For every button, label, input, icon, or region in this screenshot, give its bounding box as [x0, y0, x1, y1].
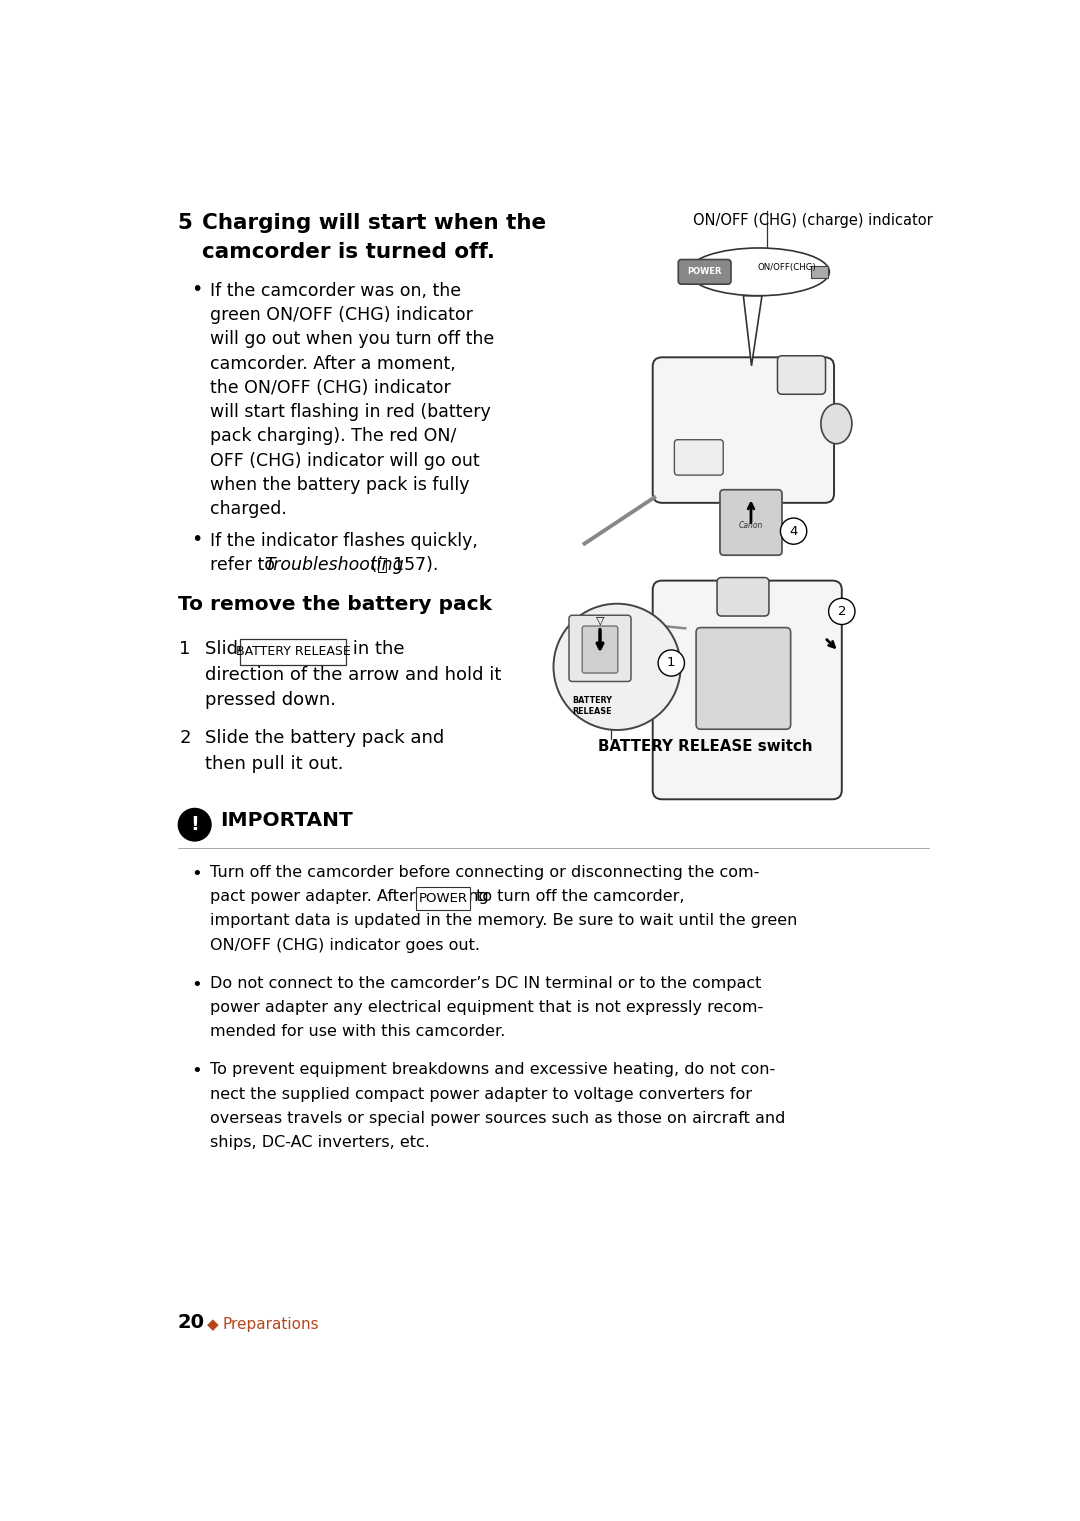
Text: •: • [191, 975, 202, 993]
Text: If the camcorder was on, the: If the camcorder was on, the [211, 281, 461, 300]
Text: Charging will start when the: Charging will start when the [202, 213, 546, 233]
Text: Do not connect to the camcorder’s DC IN terminal or to the compact: Do not connect to the camcorder’s DC IN … [211, 975, 761, 990]
Text: pact power adapter. After pressing: pact power adapter. After pressing [211, 888, 489, 903]
FancyBboxPatch shape [778, 356, 825, 394]
Circle shape [781, 519, 807, 545]
Text: camcorder is turned off.: camcorder is turned off. [202, 242, 496, 262]
Text: 5: 5 [177, 213, 192, 233]
Text: (⧉ 157).: (⧉ 157). [365, 557, 438, 575]
FancyBboxPatch shape [569, 616, 631, 681]
Text: If the indicator flashes quickly,: If the indicator flashes quickly, [211, 532, 478, 551]
Text: ON/OFF(CHG): ON/OFF(CHG) [757, 263, 816, 272]
Text: ▽: ▽ [596, 616, 604, 625]
FancyBboxPatch shape [652, 357, 834, 503]
Text: IMPORTANT: IMPORTANT [220, 811, 353, 830]
Text: To prevent equipment breakdowns and excessive heating, do not con-: To prevent equipment breakdowns and exce… [211, 1062, 775, 1077]
Text: BATTERY: BATTERY [572, 697, 612, 706]
Circle shape [828, 598, 855, 625]
Text: Canon: Canon [739, 520, 764, 529]
FancyBboxPatch shape [678, 260, 731, 284]
Ellipse shape [688, 248, 829, 295]
Text: •: • [191, 280, 203, 298]
Text: 2: 2 [179, 729, 191, 747]
Circle shape [554, 604, 680, 730]
Circle shape [658, 649, 685, 677]
Text: 20: 20 [177, 1313, 204, 1332]
Text: •: • [191, 865, 202, 882]
Text: 1: 1 [179, 640, 190, 659]
Text: when the battery pack is fully: when the battery pack is fully [211, 476, 470, 494]
Text: 1: 1 [667, 657, 676, 669]
Text: To remove the battery pack: To remove the battery pack [177, 595, 491, 614]
Text: will go out when you turn off the: will go out when you turn off the [211, 330, 495, 348]
Text: the ON/OFF (CHG) indicator: the ON/OFF (CHG) indicator [211, 379, 451, 397]
FancyBboxPatch shape [717, 578, 769, 616]
Text: •: • [191, 1062, 202, 1080]
Text: BATTERY RELEASE: BATTERY RELEASE [235, 645, 351, 659]
Text: Slide: Slide [205, 640, 255, 659]
Text: mended for use with this camcorder.: mended for use with this camcorder. [211, 1024, 505, 1039]
Text: overseas travels or special power sources such as those on aircraft and: overseas travels or special power source… [211, 1110, 785, 1126]
Text: ships, DC-AC inverters, etc.: ships, DC-AC inverters, etc. [211, 1135, 430, 1150]
FancyBboxPatch shape [697, 628, 791, 729]
Circle shape [177, 808, 212, 841]
Text: to turn off the camcorder,: to turn off the camcorder, [471, 888, 684, 903]
Text: OFF (CHG) indicator will go out: OFF (CHG) indicator will go out [211, 452, 480, 470]
Text: 2: 2 [838, 605, 846, 618]
Text: green ON/OFF (CHG) indicator: green ON/OFF (CHG) indicator [211, 306, 473, 324]
Text: !: ! [190, 815, 199, 834]
Text: then pull it out.: then pull it out. [205, 754, 343, 773]
Text: •: • [191, 529, 203, 549]
Text: 4: 4 [789, 525, 798, 537]
Text: important data is updated in the memory. Be sure to wait until the green: important data is updated in the memory.… [211, 913, 797, 928]
Text: ON/OFF (CHG) (charge) indicator: ON/OFF (CHG) (charge) indicator [693, 213, 933, 228]
Text: will start flashing in red (battery: will start flashing in red (battery [211, 403, 491, 421]
Text: charged.: charged. [211, 500, 287, 519]
Ellipse shape [821, 403, 852, 444]
FancyBboxPatch shape [720, 490, 782, 555]
Text: in the: in the [347, 640, 404, 659]
Text: nect the supplied compact power adapter to voltage converters for: nect the supplied compact power adapter … [211, 1086, 752, 1101]
Text: RELEASE: RELEASE [572, 707, 611, 716]
Text: ON/OFF (CHG) indicator goes out.: ON/OFF (CHG) indicator goes out. [211, 937, 481, 952]
Polygon shape [743, 295, 762, 365]
Text: direction of the arrow and hold it: direction of the arrow and hold it [205, 666, 501, 684]
Text: Preparations: Preparations [222, 1317, 320, 1332]
Text: Slide the battery pack and: Slide the battery pack and [205, 729, 444, 747]
FancyBboxPatch shape [652, 581, 841, 800]
FancyBboxPatch shape [241, 639, 346, 665]
FancyBboxPatch shape [416, 887, 470, 910]
Text: refer to: refer to [211, 557, 281, 575]
FancyBboxPatch shape [811, 266, 828, 278]
Text: BATTERY RELEASE switch: BATTERY RELEASE switch [597, 739, 812, 754]
FancyBboxPatch shape [582, 627, 618, 672]
Text: POWER: POWER [687, 268, 721, 277]
Text: Turn off the camcorder before connecting or disconnecting the com-: Turn off the camcorder before connecting… [211, 865, 759, 879]
Text: Troubleshooting: Troubleshooting [265, 557, 404, 575]
Text: power adapter any electrical equipment that is not expressly recom-: power adapter any electrical equipment t… [211, 999, 764, 1015]
Text: POWER: POWER [419, 893, 468, 905]
Text: camcorder. After a moment,: camcorder. After a moment, [211, 354, 456, 373]
FancyBboxPatch shape [674, 440, 724, 475]
Text: ◆: ◆ [207, 1317, 219, 1332]
Text: pressed down.: pressed down. [205, 692, 336, 709]
Text: pack charging). The red ON/: pack charging). The red ON/ [211, 427, 457, 446]
